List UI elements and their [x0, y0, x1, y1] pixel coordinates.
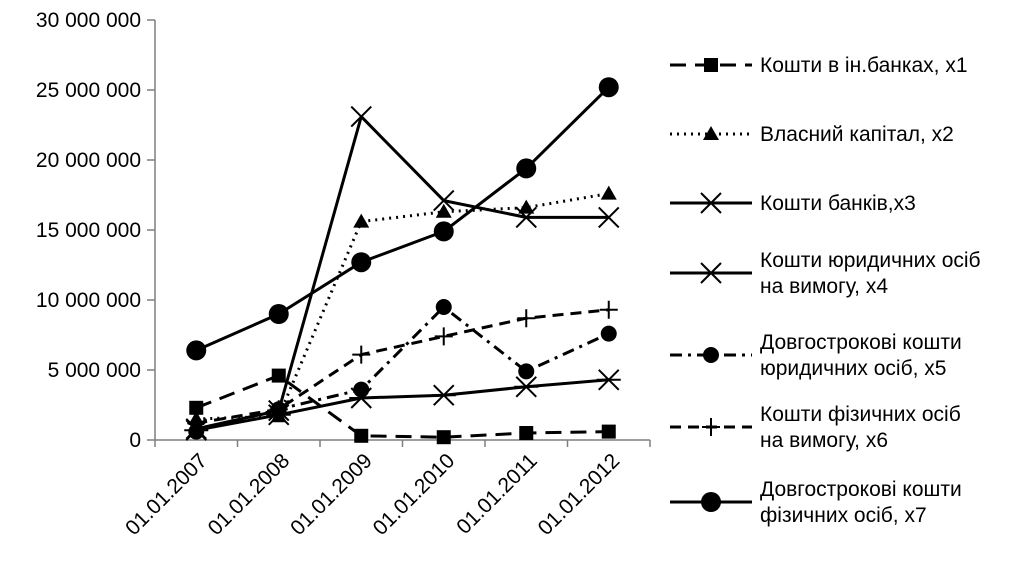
legend-item-x3: Кошти банків,x3: [670, 192, 916, 215]
data-point: [435, 299, 452, 315]
legend-label: Довгострокові кошти: [760, 478, 962, 501]
data-point: [354, 428, 369, 443]
legend-label: Кошти в ін.банках, x1: [760, 54, 968, 77]
legend-item-x2: Власний капітал, x2: [670, 123, 954, 146]
data-point: [353, 213, 370, 228]
data-point: [518, 199, 535, 214]
y-tick-label: 15 000 000: [36, 219, 141, 242]
x-tick-label: 01.01.2007: [121, 449, 212, 540]
data-point: [189, 400, 204, 415]
legend-label: Власний капітал, x2: [760, 123, 954, 146]
legend-item-x7: Довгострокові кошти фізичних осіб, x7: [670, 478, 962, 527]
y-tick-label: 5 000 000: [48, 359, 141, 382]
series-line: [195, 115, 609, 431]
data-point: [598, 77, 619, 98]
legend-label: Кошти фізичних осіб: [760, 403, 961, 426]
legend-label: фізичних осіб, x7: [760, 504, 927, 527]
x-tick-label: 01.01.2012: [534, 449, 625, 540]
data-point: [703, 347, 719, 363]
x-tick-label: 01.01.2008: [204, 449, 295, 540]
series-line: [195, 374, 609, 439]
x-tick-label: 01.01.2009: [286, 449, 377, 540]
data-point: [704, 58, 718, 72]
data-point: [436, 430, 451, 445]
series-line: [195, 308, 609, 425]
data-point: [699, 262, 723, 284]
legend-item-x6: Кошти фізичних осіб на вимогу, x6: [670, 403, 961, 452]
data-point: [516, 158, 537, 179]
data-point: [703, 126, 719, 140]
series-line: [195, 378, 609, 432]
series-line: [195, 86, 610, 352]
data-point: [350, 105, 372, 128]
y-tick-label: 20 000 000: [36, 149, 141, 172]
data-point: [518, 363, 535, 380]
legend-label: Довгострокові кошти: [760, 331, 962, 354]
series-x7: [186, 77, 619, 361]
data-point: [353, 381, 370, 398]
data-point: [598, 206, 620, 229]
data-point: [431, 384, 456, 406]
data-point: [352, 345, 371, 364]
x-tick-label: 01.01.2010: [369, 449, 460, 540]
data-point: [517, 309, 536, 328]
data-point: [271, 368, 286, 383]
legend-label: Кошти юридичних осіб: [760, 249, 981, 272]
legend-item-x4: Кошти юридичних осіб на вимогу, x4: [670, 249, 981, 298]
legend-label: Кошти банків,x3: [760, 192, 916, 215]
y-tick-label: 0: [129, 429, 141, 452]
chart-legend: Кошти в ін.банках, x1 Власний капітал, x2…: [670, 54, 981, 527]
series-x5: [188, 299, 617, 440]
chart-series: [184, 77, 621, 445]
data-point: [515, 206, 537, 229]
x-tick-label: 01.01.2011: [452, 449, 541, 538]
data-point: [596, 369, 621, 391]
legend-label: юридичних осіб, x5: [760, 357, 946, 380]
series-x4: [184, 369, 621, 441]
series-x3: [185, 105, 620, 440]
legend-item-x1: Кошти в ін.банках, x1: [670, 54, 968, 77]
data-point: [701, 492, 721, 512]
data-point: [269, 400, 288, 419]
legend-label: на вимогу, x4: [760, 275, 888, 298]
data-point: [519, 426, 534, 440]
legend-label: на вимогу, x6: [760, 429, 888, 452]
data-point: [268, 304, 289, 324]
data-point: [702, 418, 720, 436]
y-tick-label: 10 000 000: [36, 289, 141, 312]
data-point: [186, 340, 207, 361]
y-tick-label: 30 000 000: [36, 9, 141, 32]
data-point: [700, 192, 722, 214]
data-point: [601, 424, 616, 439]
series-x6: [187, 300, 618, 433]
data-point: [351, 252, 372, 273]
data-point: [435, 203, 452, 218]
data-point: [600, 185, 617, 200]
data-point: [433, 221, 454, 242]
series-x1: [189, 368, 616, 445]
data-point: [433, 189, 455, 212]
series-x2: [188, 185, 617, 425]
data-point: [600, 325, 617, 342]
series-line: [195, 305, 610, 434]
legend-item-x5: Довгострокові кошти юридичних осіб, x5: [670, 331, 962, 380]
data-point: [599, 300, 618, 319]
data-point: [434, 327, 453, 346]
data-point: [514, 376, 539, 398]
y-tick-label: 25 000 000: [36, 79, 141, 102]
data-point: [187, 414, 206, 433]
